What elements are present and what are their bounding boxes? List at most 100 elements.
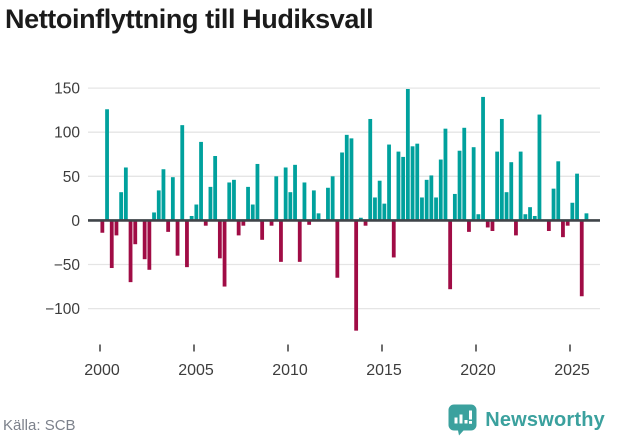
- bar: [509, 162, 514, 221]
- bar: [514, 220, 518, 236]
- bar: [170, 177, 175, 221]
- bar: [316, 213, 321, 221]
- y-tick-label: −100: [45, 301, 80, 318]
- bar: [523, 214, 528, 221]
- bar: [185, 220, 189, 268]
- bar: [532, 215, 537, 221]
- bar: [551, 188, 556, 221]
- source-label: Källa: SCB: [3, 417, 76, 434]
- bar: [368, 118, 373, 221]
- brand-name: Newsworthy: [485, 408, 605, 431]
- bar: [128, 220, 133, 283]
- bar: [246, 186, 250, 221]
- bar: [133, 220, 138, 245]
- bar: [227, 182, 232, 221]
- x-tick-label: 2025: [554, 362, 590, 379]
- bar: [217, 220, 222, 259]
- brand-logo: Newsworthy: [448, 404, 605, 436]
- bar: [556, 161, 561, 221]
- bar: [213, 156, 218, 221]
- bar: [307, 220, 312, 225]
- bar: [462, 127, 467, 221]
- bar: [410, 146, 415, 221]
- bar: [279, 220, 283, 262]
- bar: [391, 220, 396, 258]
- bar: [208, 186, 213, 221]
- bar: [274, 176, 279, 221]
- x-tick-label: 2000: [84, 362, 120, 379]
- bar: [387, 144, 391, 221]
- x-tick-label: 2015: [366, 362, 402, 379]
- bar: [349, 138, 354, 221]
- bar: [499, 118, 504, 221]
- bar: [457, 150, 462, 221]
- bar: [203, 220, 208, 226]
- bar: [189, 215, 194, 221]
- x-tick-label: 2005: [178, 362, 214, 379]
- bar: [401, 156, 406, 221]
- bar: [105, 109, 109, 221]
- bar: [396, 151, 401, 221]
- bar: [579, 220, 584, 297]
- bar: [415, 143, 420, 221]
- bar: [575, 173, 579, 221]
- bar: [358, 217, 363, 221]
- bar: [528, 207, 532, 221]
- bar: [448, 220, 453, 290]
- bar: [443, 128, 448, 221]
- bar: [194, 204, 199, 221]
- bar: [546, 220, 551, 231]
- chart-title: Nettoinflyttning till Hudiksvall: [5, 4, 374, 34]
- bar: [311, 190, 316, 221]
- bar: [561, 220, 565, 238]
- y-tick-label: −50: [54, 257, 81, 274]
- bar: [180, 125, 185, 221]
- bar: [123, 167, 128, 221]
- bar: [424, 179, 429, 221]
- bar: [420, 197, 424, 221]
- bar: [438, 159, 443, 221]
- bar: [255, 163, 260, 221]
- bar: [288, 192, 293, 221]
- bar: [434, 197, 438, 221]
- bar: [429, 175, 434, 221]
- bar: [377, 180, 382, 221]
- bar: [363, 220, 368, 226]
- bar: [269, 220, 274, 226]
- x-tick-label: 2010: [272, 362, 308, 379]
- bar: [405, 88, 410, 221]
- bar: [161, 169, 166, 221]
- y-tick-label: 0: [71, 213, 80, 230]
- newsworthy-icon: [448, 404, 477, 436]
- bar: [565, 220, 570, 226]
- bar: [260, 220, 265, 240]
- bar: [100, 220, 105, 233]
- bar: [335, 220, 340, 278]
- bar: [537, 114, 542, 221]
- bar: [199, 141, 203, 221]
- bar: [297, 220, 302, 262]
- bar: [250, 204, 255, 221]
- bar: [114, 220, 119, 236]
- bar: [326, 187, 330, 221]
- bar: [452, 193, 457, 221]
- y-tick-label: 50: [63, 169, 81, 186]
- bar: [495, 151, 500, 221]
- bar: [476, 214, 481, 221]
- bar: [152, 212, 156, 221]
- bar: [481, 96, 485, 221]
- bar-chart: 150 100 50 0 −50 −100 2000 2005 2010 2015 2020 2025: [45, 81, 600, 379]
- bar: [518, 151, 523, 221]
- bar: [109, 220, 114, 269]
- bar: [166, 220, 171, 232]
- bar: [584, 213, 589, 221]
- bar: [119, 192, 124, 221]
- bar: [236, 220, 241, 236]
- bar: [142, 220, 147, 260]
- bar: [504, 192, 509, 221]
- bar: [344, 134, 349, 221]
- bar: [222, 220, 227, 287]
- bar: [156, 190, 161, 221]
- bar: [485, 220, 490, 228]
